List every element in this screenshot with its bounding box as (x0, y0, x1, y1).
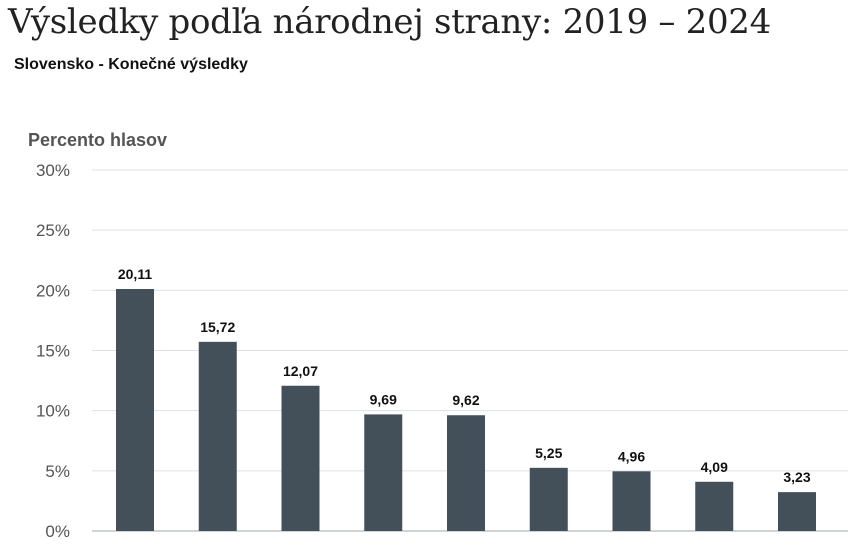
y-tick-label: 5% (45, 462, 70, 481)
data-label: 12,07 (283, 363, 318, 379)
y-axis-title: Percento hlasov (28, 130, 167, 150)
y-axis-ticks: 0% 5% 10% 15% 20% 25% 30% (36, 161, 70, 541)
bar (529, 467, 568, 531)
page-title: Výsledky podľa národnej strany: 2019 – 2… (8, 2, 771, 42)
data-label: 3,23 (783, 469, 810, 485)
y-tick-label: 20% (36, 281, 70, 300)
bar (198, 341, 237, 531)
bar (281, 385, 320, 531)
bar (447, 415, 485, 531)
data-label: 5,25 (535, 445, 562, 461)
y-tick-label: 25% (36, 221, 70, 240)
data-label: 4,09 (701, 459, 728, 475)
data-labels: 20,11 15,72 12,07 9,69 9,62 5,25 4,96 4,09 3,23 (118, 266, 811, 485)
bar (364, 414, 403, 531)
bars (116, 289, 816, 531)
y-tick-label: 10% (36, 402, 70, 421)
data-label: 9,62 (452, 392, 479, 408)
data-label: 15,72 (200, 319, 235, 335)
y-tick-label: 15% (36, 342, 70, 361)
data-label: 9,69 (370, 391, 397, 407)
y-tick-label: 0% (45, 522, 70, 541)
page-subtitle: Slovensko - Konečné výsledky (14, 56, 248, 73)
data-label: 20,11 (118, 266, 152, 282)
bar (695, 481, 734, 531)
y-tick-label: 30% (36, 161, 70, 180)
bar (778, 492, 816, 531)
bar (116, 289, 154, 531)
bar (612, 471, 651, 531)
data-label: 4,96 (618, 448, 645, 464)
